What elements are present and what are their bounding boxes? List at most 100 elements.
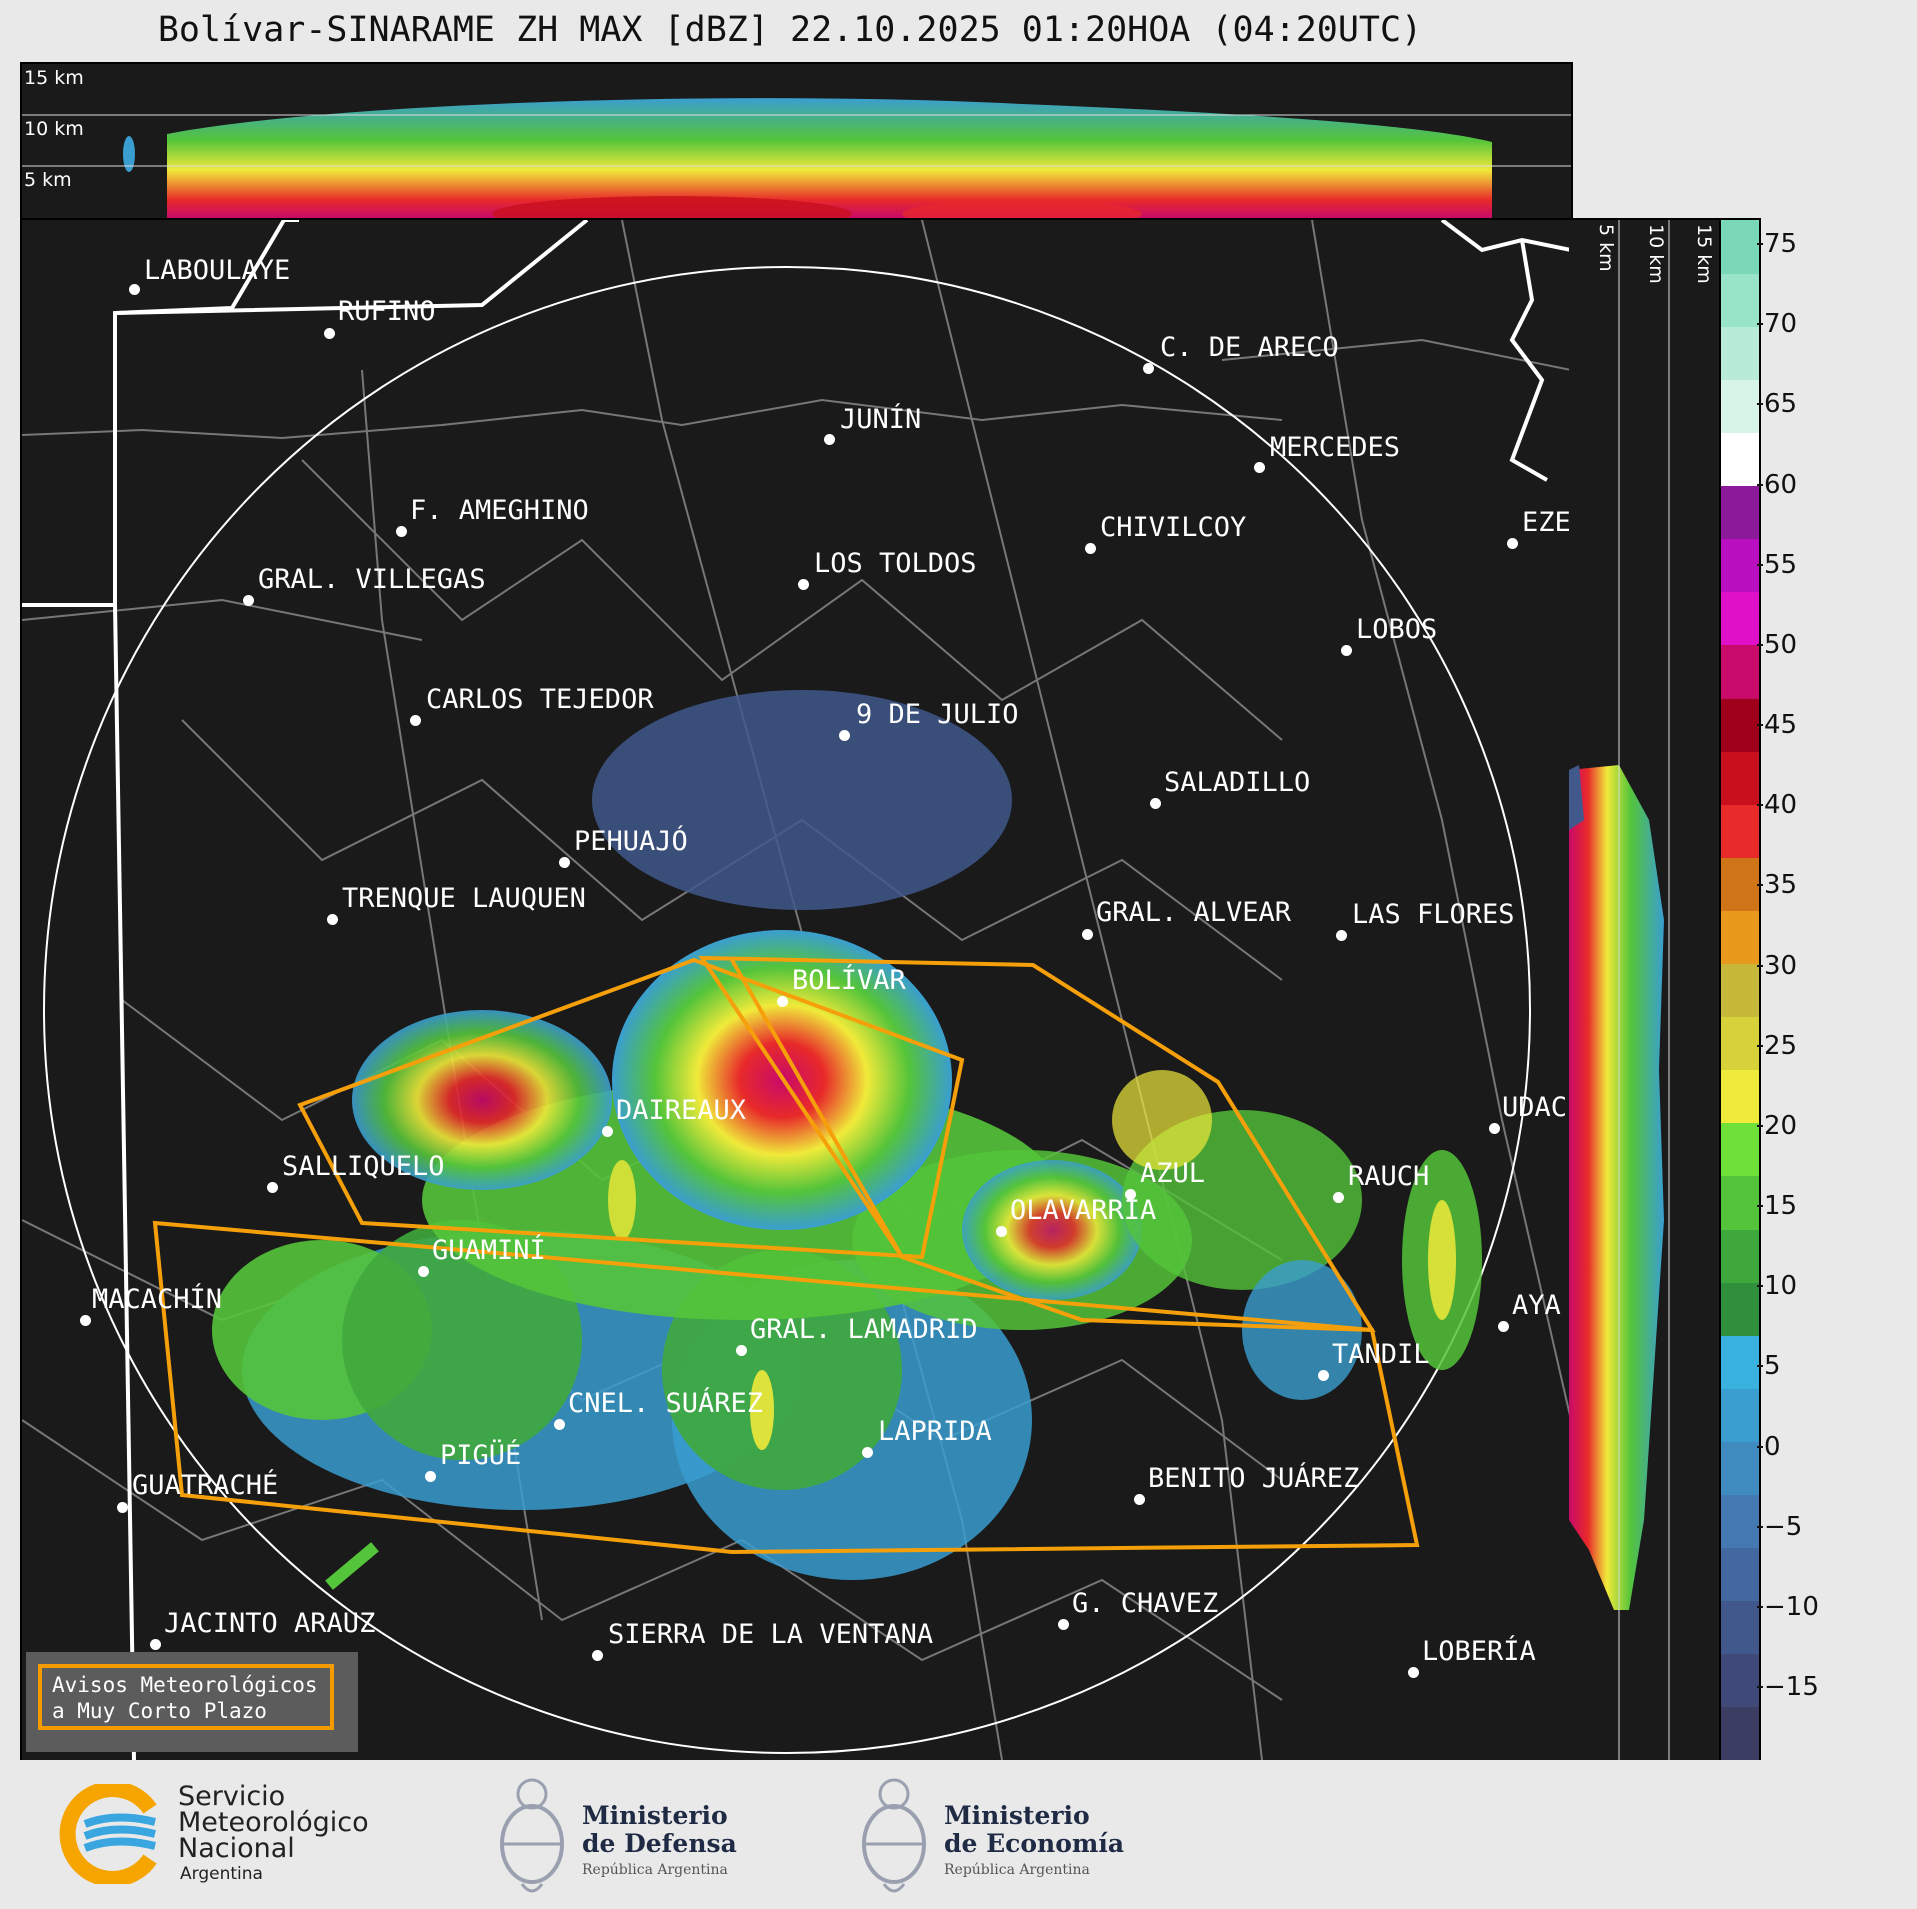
colorbar-tick-mark: [1757, 724, 1763, 726]
colorbar-tick-mark: [1757, 1445, 1763, 1448]
city-dot: [1058, 1619, 1069, 1630]
smn-line2: Meteorológico: [178, 1807, 369, 1838]
colorbar-segment: [1721, 432, 1759, 487]
city-dot: [824, 434, 835, 445]
colorbar-tick-mark: [1757, 964, 1763, 967]
colorbar-segment: [1721, 379, 1759, 433]
colorbar-segment: [1721, 1600, 1759, 1655]
avisos-badge-frame: Avisos Meteorológicos a Muy Corto Plazo: [38, 1664, 334, 1730]
colorbar-segment: [1721, 1547, 1759, 1602]
city-dot: [1336, 930, 1347, 941]
colorbar-segment: [1721, 1175, 1759, 1230]
city-dot: [1134, 1494, 1145, 1505]
city-label: TANDIL: [1332, 1339, 1430, 1370]
colorbar-segment: [1721, 697, 1759, 752]
avisos-badge-line2: a Muy Corto Plazo: [52, 1699, 267, 1723]
colorbar-segment: [1721, 591, 1759, 646]
city-dot: [267, 1182, 278, 1193]
colorbar-tick-label: −5: [1764, 1511, 1803, 1542]
colorbar-tick-mark: [1757, 1124, 1763, 1127]
city-label: LOBOS: [1356, 614, 1438, 645]
colorbar-segment: [1721, 1122, 1759, 1177]
city-label: RAUCH: [1348, 1161, 1430, 1192]
height-label-5km: 5 km: [24, 169, 72, 191]
height-label-10km: 10 km: [1645, 224, 1667, 284]
map-title: Bolívar-SINARAME ZH MAX [dBZ] 22.10.2025…: [157, 10, 1423, 50]
city-label: AZUL: [1140, 1158, 1206, 1189]
colorbar-segment: [1721, 910, 1759, 965]
colorbar-tick-label: 75: [1764, 229, 1798, 259]
city-label: LAS FLORES: [1352, 899, 1515, 930]
colorbar-segment: [1721, 1441, 1759, 1496]
colorbar-tick-mark: [1757, 643, 1763, 646]
top-cross-section-echo: [22, 98, 1571, 218]
colorbar-segment: [1721, 1069, 1759, 1124]
city-dot: [327, 914, 338, 925]
colorbar-segment: [1721, 751, 1759, 805]
colorbar-tick-label: 35: [1764, 870, 1798, 901]
economia-line2: de Economía: [944, 1829, 1125, 1858]
colorbar-tick-mark: [1757, 243, 1763, 245]
city-dot: [839, 730, 850, 741]
warning-polygons[interactable]: [152, 955, 1420, 1555]
city-dot: [425, 1471, 436, 1482]
city-label: F. AMEGHINO: [410, 495, 589, 526]
colorbar-segment: [1721, 857, 1759, 911]
city-label: LAPRIDA: [878, 1416, 992, 1447]
city-dot: [1254, 462, 1265, 473]
radar-range-circle: [43, 266, 1531, 1754]
city-dot: [798, 579, 809, 590]
colorbar-tick-mark: [1757, 403, 1763, 406]
defensa-country: República Argentina: [582, 1862, 728, 1878]
precipitation-echoes: [212, 690, 1482, 1590]
colorbar-segment: [1721, 804, 1759, 858]
city-label: TRENQUE LAUQUEN: [342, 883, 586, 914]
city-label: SALLIQUELO: [282, 1151, 445, 1182]
city-label: LOBERÍA: [1422, 1636, 1536, 1667]
city-dot: [554, 1419, 565, 1430]
defensa-line1: Ministerio: [582, 1801, 728, 1830]
city-label: GRAL. LAMADRID: [750, 1314, 978, 1345]
height-label-10km: 10 km: [24, 118, 84, 140]
colorbar-segment: [1721, 963, 1759, 1018]
colorbar-segment: [1721, 220, 1759, 274]
colorbar-tick-label: 0: [1764, 1431, 1781, 1462]
radar-map[interactable]: LABOULAYE RUFINO C. DE ARECO JUNÍN MERCE…: [20, 218, 1573, 1762]
colorbar-segment: [1721, 326, 1759, 380]
colorbar-segment: [1721, 1653, 1759, 1708]
colorbar-tick-label: 25: [1764, 1030, 1798, 1061]
city-label: SALADILLO: [1164, 767, 1311, 798]
city-label: GRAL. ALVEAR: [1096, 897, 1292, 928]
city-label: MACACHÍN: [92, 1284, 223, 1315]
colorbar-tick-label: 10: [1764, 1271, 1798, 1302]
colorbar-tick-mark: [1757, 483, 1763, 486]
city-label: BOLÍVAR: [792, 965, 906, 996]
right-cross-section: 5 km 10 km 15 km: [1569, 218, 1719, 1762]
colorbar-tick-label: 15: [1764, 1191, 1798, 1221]
city-label: CHIVILCOY: [1100, 512, 1247, 543]
city-dot: [777, 996, 788, 1007]
colorbar-segment: [1721, 485, 1759, 540]
city-label: GRAL. VILLEGAS: [258, 564, 486, 595]
colorbar-tick-label: 20: [1764, 1110, 1798, 1141]
city-dot: [862, 1447, 873, 1458]
height-label-5km: 5 km: [1595, 224, 1617, 272]
colorbar-tick-mark: [1757, 884, 1763, 887]
colorbar-tick-mark: [1757, 1605, 1763, 1608]
city-label: MERCEDES: [1270, 432, 1401, 463]
height-label-15km: 15 km: [24, 67, 84, 89]
city-dot: [1125, 1189, 1136, 1200]
city-dot: [80, 1315, 91, 1326]
city-label: PIGÜÉ: [440, 1440, 522, 1471]
colorbar-tick-label: −10: [1764, 1591, 1819, 1622]
colorbar-tick-mark: [1757, 1205, 1763, 1207]
city-dot: [418, 1266, 429, 1277]
colorbar-segment: [1721, 1335, 1759, 1389]
colorbar-tick-label: 70: [1764, 309, 1798, 340]
city-dot: [410, 715, 421, 726]
city-label: LABOULAYE: [144, 255, 291, 286]
city-label: GUATRACHÉ: [132, 1470, 279, 1501]
economia-country: República Argentina: [944, 1862, 1090, 1878]
city-label: JACINTO ARAUZ: [164, 1608, 376, 1639]
city-label: JUNÍN: [840, 404, 922, 435]
